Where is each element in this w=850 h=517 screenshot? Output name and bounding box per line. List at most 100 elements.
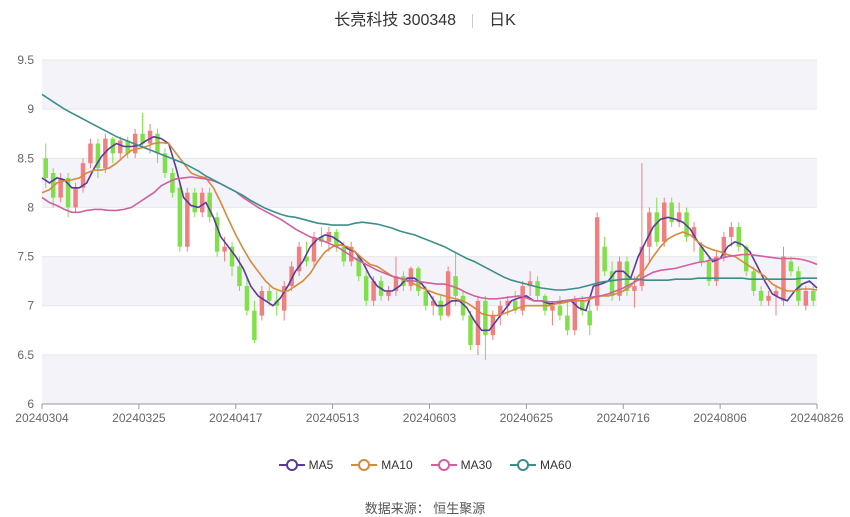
grid-lines bbox=[42, 59, 817, 405]
candle-body bbox=[423, 290, 429, 306]
candle-up bbox=[326, 227, 332, 252]
candle-body bbox=[557, 305, 563, 316]
candle-body bbox=[699, 246, 704, 262]
candle-up bbox=[349, 241, 354, 267]
candle-body bbox=[572, 300, 578, 331]
candle-up bbox=[520, 281, 525, 316]
x-tick-label: 20240325 bbox=[112, 411, 166, 425]
candle-down bbox=[229, 241, 235, 277]
candle-body bbox=[602, 246, 607, 272]
ma-line-ma30 bbox=[41, 176, 818, 303]
candle-up bbox=[721, 232, 727, 262]
candle-body bbox=[729, 227, 734, 237]
candle-up bbox=[386, 286, 391, 301]
candle-body bbox=[430, 300, 436, 306]
y-axis: 6 6.5 7 7.5 8 8.5 9 9.5 bbox=[17, 53, 34, 411]
candle-up bbox=[118, 136, 123, 159]
x-tick-label: 20240826 bbox=[790, 411, 844, 425]
candle-body bbox=[788, 261, 794, 272]
candle-up bbox=[729, 222, 734, 247]
legend-label: MA5 bbox=[308, 458, 334, 472]
title-separator bbox=[472, 13, 474, 28]
candle-body bbox=[669, 202, 674, 223]
candle-body bbox=[311, 236, 317, 262]
candle-body bbox=[580, 300, 585, 311]
x-tick-label: 20240806 bbox=[693, 411, 747, 425]
candle-body bbox=[58, 177, 63, 198]
x-tick-label: 20240417 bbox=[209, 411, 263, 425]
candle-down bbox=[468, 310, 473, 350]
x-tick-label: 20240603 bbox=[403, 411, 457, 425]
y-tick-label: 8.5 bbox=[17, 151, 34, 165]
candle-down bbox=[706, 256, 712, 287]
legend-item-ma5[interactable]: MA5 bbox=[278, 458, 334, 472]
candle-down bbox=[758, 286, 764, 306]
candle-body bbox=[758, 290, 764, 301]
candle-up bbox=[662, 197, 667, 247]
candle-down bbox=[460, 290, 466, 321]
candle-body bbox=[676, 212, 682, 223]
grid-band bbox=[42, 354, 817, 404]
candle-body bbox=[766, 295, 771, 301]
legend-item-ma10[interactable]: MA10 bbox=[351, 458, 413, 472]
candle-down bbox=[743, 244, 749, 277]
y-tick-label: 8 bbox=[27, 200, 34, 214]
candle-body bbox=[468, 315, 473, 346]
candle-body bbox=[565, 315, 570, 331]
candle-body bbox=[803, 290, 809, 306]
candle-down bbox=[162, 148, 168, 178]
candle-up bbox=[185, 187, 190, 252]
x-tick-label: 20240625 bbox=[500, 411, 554, 425]
candle-body bbox=[624, 261, 630, 291]
chart-title-text: 长亮科技 300348 bbox=[334, 12, 457, 29]
legend-item-ma30[interactable]: MA30 bbox=[430, 458, 492, 472]
candle-body bbox=[498, 305, 503, 316]
moving-average-lines bbox=[41, 93, 818, 332]
candle-body bbox=[691, 227, 697, 237]
legend-marker-icon bbox=[430, 458, 457, 472]
y-tick-label: 6.5 bbox=[17, 348, 34, 362]
candle-down bbox=[438, 295, 443, 321]
candle-body bbox=[416, 268, 421, 291]
candle-body bbox=[617, 261, 622, 296]
candle-down bbox=[542, 293, 548, 316]
candle-down bbox=[356, 254, 361, 282]
x-tick-label: 20240513 bbox=[306, 411, 360, 425]
legend-label: MA10 bbox=[381, 458, 413, 472]
candle-body bbox=[550, 305, 555, 311]
candle-body bbox=[706, 261, 712, 282]
candle-up bbox=[781, 246, 786, 306]
candle-body bbox=[140, 133, 145, 144]
candle-up bbox=[527, 271, 533, 296]
candles bbox=[43, 113, 816, 360]
legend-marker-icon bbox=[510, 458, 537, 472]
data-source: 数据来源： 恒生聚源 bbox=[364, 501, 486, 516]
legend-item-ma60[interactable]: MA60 bbox=[510, 458, 571, 472]
candle-body bbox=[445, 271, 451, 316]
candle-up bbox=[766, 290, 771, 306]
grid-band bbox=[42, 256, 817, 306]
candle-body bbox=[296, 246, 302, 272]
candle-body bbox=[520, 286, 525, 311]
candle-body bbox=[349, 246, 354, 262]
candle-down bbox=[177, 182, 183, 252]
candle-body bbox=[319, 236, 324, 242]
candle-down bbox=[788, 256, 794, 277]
grid-bands bbox=[42, 60, 817, 404]
candle-up bbox=[445, 266, 451, 318]
candle-body bbox=[796, 271, 801, 301]
candle-up bbox=[296, 241, 302, 277]
candle-body bbox=[386, 290, 391, 296]
ma-line-ma10 bbox=[41, 141, 818, 317]
legend-marker-icon bbox=[278, 458, 305, 472]
y-tick-label: 7 bbox=[27, 299, 34, 313]
candle-body bbox=[811, 290, 816, 301]
candle-body bbox=[259, 290, 265, 316]
candle-down bbox=[751, 266, 756, 296]
candle-up bbox=[88, 138, 93, 169]
candle-up bbox=[639, 163, 645, 291]
candle-body bbox=[192, 192, 197, 213]
y-tick-label: 7.5 bbox=[17, 250, 34, 264]
candle-down bbox=[580, 295, 585, 316]
candle-body bbox=[639, 246, 645, 287]
